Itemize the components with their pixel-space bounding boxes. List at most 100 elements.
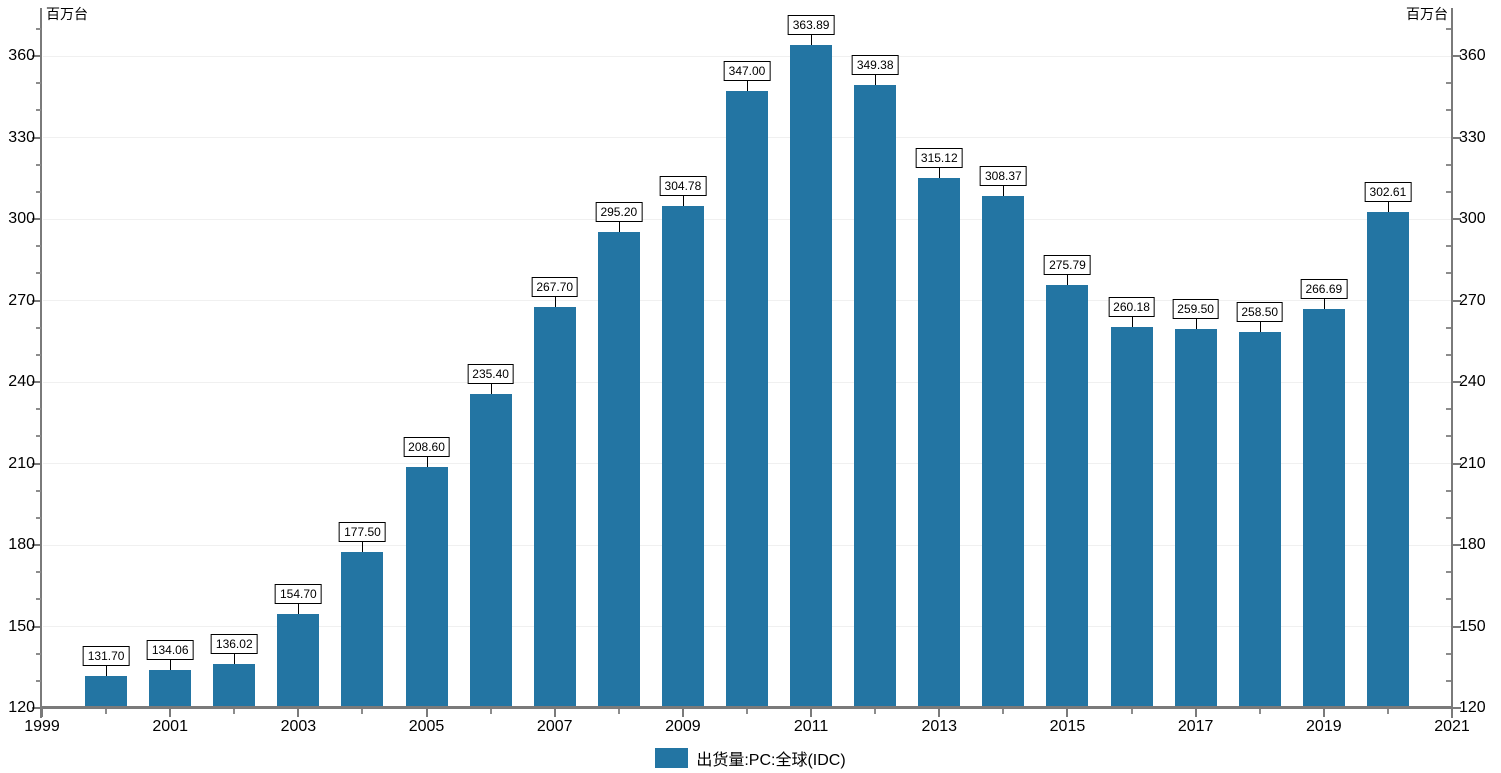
bar-value-connector <box>427 457 428 468</box>
bar-2003[interactable] <box>277 613 320 706</box>
bar-2015[interactable] <box>1046 284 1089 706</box>
bar-value-label: 295.20 <box>595 202 643 223</box>
y-axis-label-right: 120 <box>1459 699 1486 716</box>
bar-2019[interactable] <box>1302 309 1345 706</box>
bar-value-connector <box>939 167 940 178</box>
y-minor-tick-left <box>36 571 41 574</box>
y-axis-label-left: 330 <box>8 128 35 146</box>
x-major-tick <box>41 709 43 717</box>
y-minor-tick-right <box>1446 598 1451 601</box>
x-axis-label: 2011 <box>793 718 829 735</box>
bar-value-connector <box>619 222 620 233</box>
bar-2000[interactable] <box>85 676 128 706</box>
bar-value-connector <box>298 603 299 614</box>
bar-2004[interactable] <box>341 551 384 706</box>
y-major-tick-right <box>1453 625 1461 628</box>
y-minor-tick-left <box>36 109 41 112</box>
y-minor-tick-left <box>36 489 41 492</box>
y-major-tick-right <box>1453 136 1461 139</box>
bar-value-label: 267.70 <box>531 276 579 297</box>
bar-2020[interactable] <box>1366 211 1409 706</box>
bar-2018[interactable] <box>1238 331 1281 706</box>
x-axis <box>40 706 1453 709</box>
bar-value-connector <box>106 666 107 677</box>
y-axis-label-left: 120 <box>8 699 35 716</box>
bar-value-label: 347.00 <box>723 61 771 82</box>
bar-value-connector <box>747 81 748 92</box>
x-minor-tick <box>489 709 492 714</box>
y-minor-tick-right <box>1446 109 1451 112</box>
bar-value-label: 304.78 <box>659 176 707 196</box>
y-axis-label-right: 240 <box>1459 373 1486 390</box>
y-minor-tick-right <box>1446 326 1451 329</box>
bar-2006[interactable] <box>469 394 512 706</box>
bar-value-label: 315.12 <box>915 147 963 168</box>
y-major-tick-left <box>32 218 40 220</box>
bar-2011[interactable] <box>790 45 833 706</box>
bar-2001[interactable] <box>149 669 192 706</box>
y-axis-label-right: 180 <box>1459 536 1486 553</box>
bar-value-label: 349.38 <box>851 54 899 75</box>
bar-2005[interactable] <box>405 467 448 706</box>
x-major-tick <box>1322 709 1325 717</box>
y-axis-label-right: 210 <box>1459 454 1486 472</box>
x-axis-label: 2019 <box>1306 718 1342 735</box>
x-minor-tick <box>361 709 364 714</box>
y-major-tick-left <box>32 299 40 302</box>
bar-value-label: 308.37 <box>980 166 1027 187</box>
y-minor-tick-left <box>36 652 41 655</box>
bar-value-connector <box>1324 299 1325 310</box>
x-major-tick <box>1066 709 1069 717</box>
bar-2007[interactable] <box>533 306 576 706</box>
bar-2013[interactable] <box>918 177 961 706</box>
bar-value-connector <box>811 35 812 46</box>
y-minor-tick-left <box>36 272 41 275</box>
y-minor-tick-left <box>36 82 41 85</box>
y-axis-label-left: 300 <box>8 210 35 227</box>
x-minor-tick <box>874 709 877 714</box>
bar-2008[interactable] <box>597 232 640 706</box>
bar-2016[interactable] <box>1110 327 1153 706</box>
x-minor-tick <box>233 709 236 714</box>
y-major-tick-right <box>1453 55 1461 57</box>
legend-item[interactable]: 出货量:PC:全球(IDC) <box>0 747 1501 769</box>
y-minor-tick-left <box>36 598 41 601</box>
y-major-tick-left <box>32 707 40 709</box>
y-minor-tick-right <box>1446 652 1451 655</box>
y-axis-unit-label-left: 百万台 <box>46 6 88 22</box>
bar-2010[interactable] <box>726 91 768 706</box>
bar-value-label: 154.70 <box>275 583 322 604</box>
y-axis-label-left: 150 <box>8 617 35 635</box>
bar-value-label: 131.70 <box>82 646 130 667</box>
bar-2002[interactable] <box>213 664 256 706</box>
x-axis-label: 2017 <box>1177 718 1214 735</box>
y-minor-tick-right <box>1446 435 1451 438</box>
y-minor-tick-left <box>36 435 41 438</box>
y-minor-tick-left <box>36 353 41 356</box>
y-minor-tick-right <box>1446 163 1451 166</box>
bar-value-connector <box>875 74 876 85</box>
y-minor-tick-right <box>1446 27 1451 30</box>
bar-2014[interactable] <box>982 196 1025 706</box>
bar-value-connector <box>683 196 684 206</box>
x-major-tick <box>297 709 300 717</box>
x-major-tick <box>169 709 172 717</box>
bar-value-label: 259.50 <box>1172 299 1219 320</box>
bar-value-label: 275.79 <box>1044 254 1091 275</box>
legend-swatch-icon <box>655 748 689 768</box>
bar-2017[interactable] <box>1174 329 1217 706</box>
x-minor-tick <box>617 709 620 714</box>
plot-area: 120 120 150 150 180 180 210 210 240 240 270 270 300 3… <box>8 8 1486 735</box>
y-axis-label-right: 150 <box>1459 617 1486 635</box>
y-major-tick-right <box>1453 707 1461 709</box>
bar-value-connector <box>1260 321 1261 332</box>
y-minor-tick-left <box>36 679 41 682</box>
bar-2009[interactable] <box>661 206 704 706</box>
bar-value-label: 136.02 <box>210 634 258 655</box>
bar-2012[interactable] <box>854 84 897 706</box>
bar-value-label: 258.50 <box>1236 301 1284 322</box>
x-major-tick <box>1451 709 1453 717</box>
y-minor-tick-right <box>1446 82 1451 85</box>
bar-value-label: 235.40 <box>467 364 514 385</box>
